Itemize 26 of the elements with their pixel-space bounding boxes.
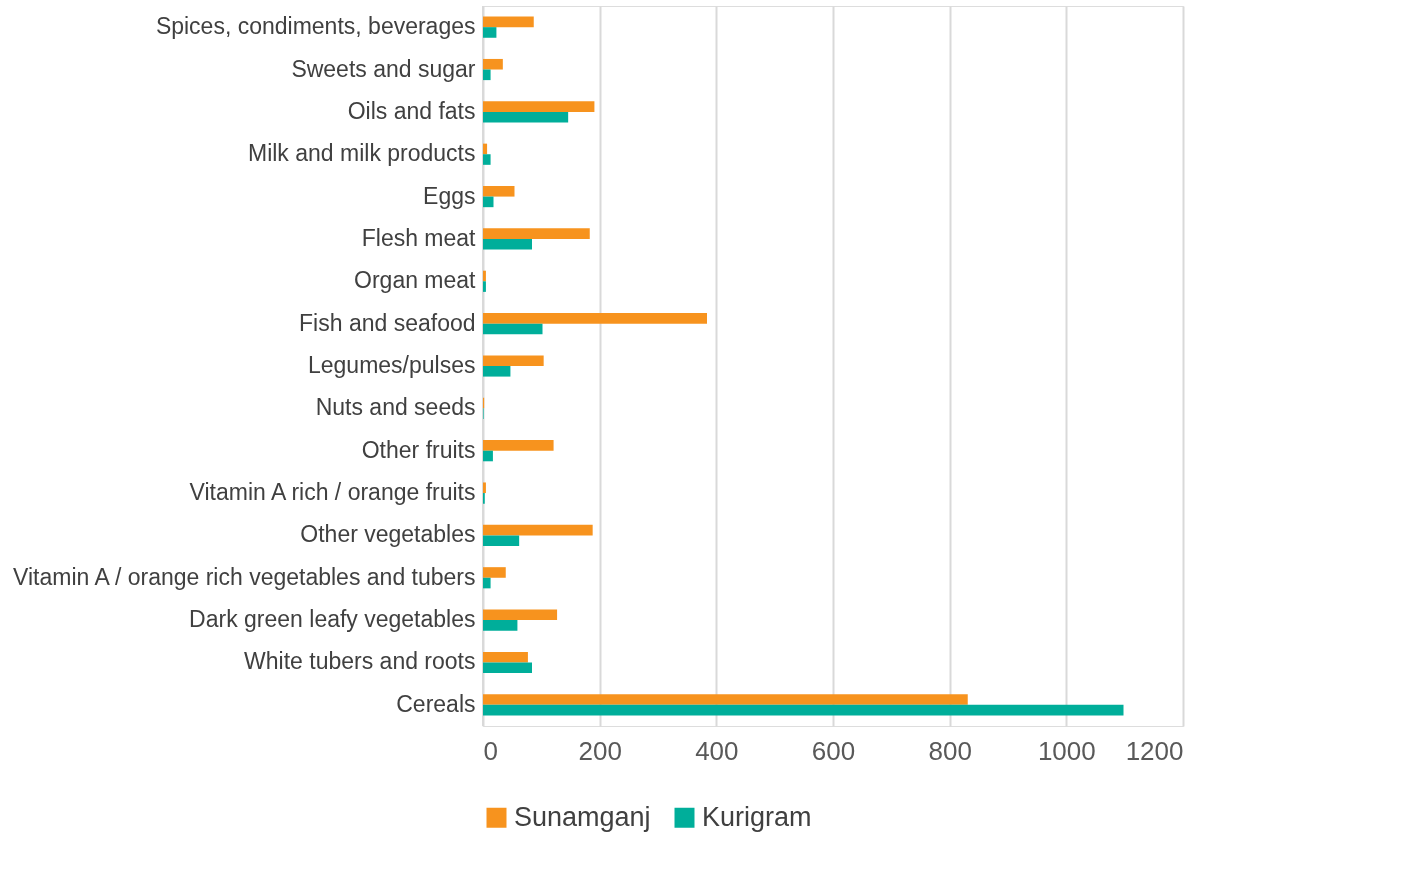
legend-label: Kurigram [702, 801, 812, 832]
y-tick-label: Organ meat [354, 267, 477, 294]
x-tick-label: 1000 [1037, 735, 1096, 766]
y-tick-label: Milk and milk products [247, 140, 476, 167]
x-tick-label: 0 [483, 735, 498, 766]
y-tick-label: Other vegetables [300, 521, 476, 548]
y-tick-label: Sweets and sugar [291, 55, 476, 82]
y-tick-label: Eggs [423, 182, 476, 209]
legend-label: Sunamganj [514, 801, 651, 832]
y-tick-label: Other fruits [361, 436, 476, 463]
x-tick-label: 1200 [1125, 735, 1184, 766]
y-tick-label: Vitamin A / orange rich vegetables and tubers [13, 563, 476, 590]
y-tick-label: Vitamin A rich / orange fruits [189, 479, 476, 506]
x-tick-label: 800 [928, 735, 972, 766]
y-tick-label: Oils and fats [347, 97, 476, 124]
y-tick-label: Spices, condiments, beverages [155, 13, 476, 40]
y-tick-label: Dark green leafy vegetables [189, 606, 476, 633]
x-tick-label: 400 [695, 735, 739, 766]
y-tick-label: Flesh meat [361, 224, 477, 251]
x-tick-label: 200 [578, 735, 622, 766]
y-tick-label: White tubers and roots [244, 648, 476, 675]
y-tick-label: Legumes/pulses [308, 352, 476, 378]
y-tick-label: Fish and seafood [299, 309, 476, 336]
y-tick-label: Cereals [396, 690, 476, 717]
x-tick-label: 600 [811, 735, 856, 766]
y-tick-label: Nuts and seeds [315, 394, 476, 421]
